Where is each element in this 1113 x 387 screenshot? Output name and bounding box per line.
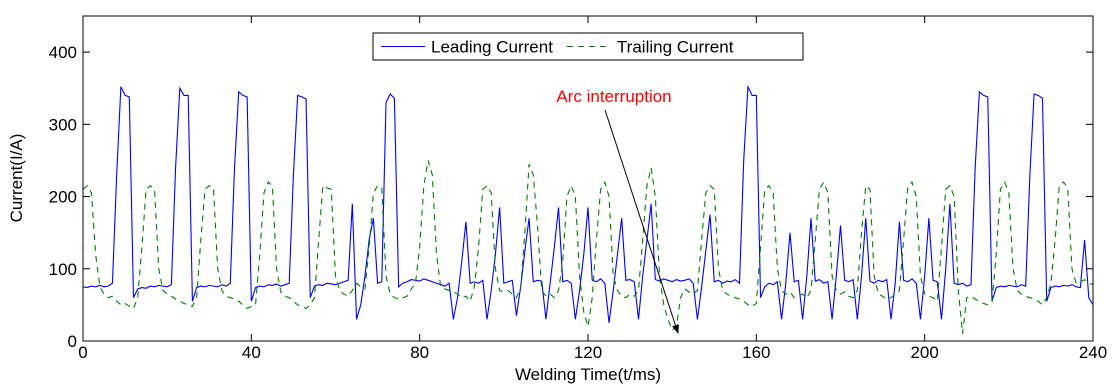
annotation-text: Arc interruption [556,87,671,106]
series-line [82,160,1094,334]
annotation-arrow [604,109,679,334]
x-tick-label: 120 [574,343,602,362]
legend-label: Trailing Current [617,38,734,57]
plot-frame [82,15,1094,342]
y-tick-label: 0 [68,332,77,351]
x-tick-label: 40 [242,343,261,362]
legend: Leading Current Trailing Current [372,32,804,61]
legend-label: Leading Current [431,38,553,57]
y-tick-label: 300 [49,115,77,134]
y-tick-label: 100 [49,260,77,279]
y-tick-label: 200 [49,188,77,207]
x-tick-label: 160 [742,343,770,362]
series-line [82,84,1094,324]
legend-box [372,32,804,61]
x-tick-label: 80 [410,343,429,362]
x-tick-label: 0 [78,343,87,362]
x-tick-label: 240 [1079,343,1107,362]
y-axis-label: Current(I/A) [7,134,26,223]
x-axis-label: Welding Time(t/ms) [515,365,661,384]
y-tick-label: 400 [49,43,77,62]
x-tick-label: 200 [910,343,938,362]
